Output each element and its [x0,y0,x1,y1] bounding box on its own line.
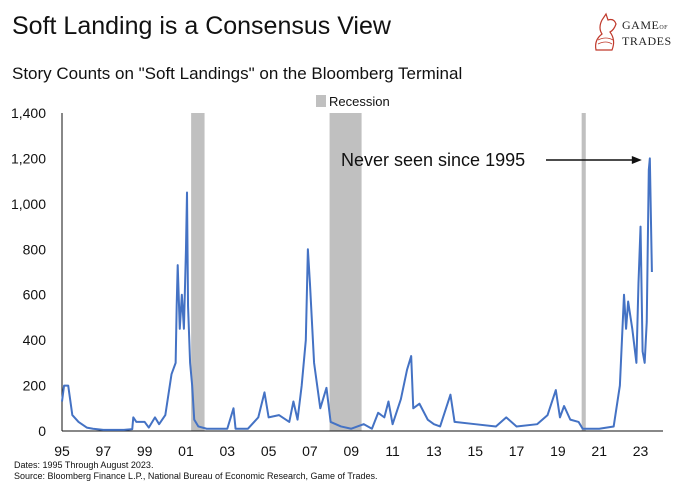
chart-subtitle: Story Counts on "Soft Landings" on the B… [12,64,463,83]
x-tick-label: 05 [261,443,277,459]
y-tick-label: 1,000 [11,196,46,212]
x-tick-label: 11 [385,443,400,459]
y-tick-label: 800 [23,241,47,257]
x-tick-label: 97 [96,443,112,459]
y-tick-label: 600 [23,287,47,303]
x-tick-label: 03 [220,443,236,459]
page-title: Soft Landing is a Consensus View [12,12,391,40]
dates-note: Dates: 1995 Through August 2023. [14,460,154,470]
x-tick-label: 15 [467,443,483,459]
y-tick-label: 200 [23,378,47,394]
knight-logo-icon [595,12,617,51]
x-tick-label: 07 [302,443,318,459]
x-tick-label: 13 [426,443,442,459]
chart-notes: Dates: 1995 Through August 2023. Source:… [14,460,378,482]
x-tick-label: 01 [178,443,194,459]
x-tick-label: 95 [54,443,70,459]
x-tick-label: 09 [343,443,359,459]
y-tick-label: 1,200 [11,150,46,166]
y-tick-label: 400 [23,332,47,348]
recession-band [191,113,205,431]
annotation-text: Never seen since 1995 [341,150,525,170]
recession-band [329,113,362,431]
legend-recession-label: Recession [329,94,390,109]
y-tick-label: 1,400 [11,105,46,121]
source-note: Source: Bloomberg Finance L.P., National… [14,471,378,481]
logo-text: GAMEOF TRADES [622,18,672,48]
x-tick-label: 21 [591,443,607,459]
x-tick-label: 99 [137,443,153,459]
x-tick-label: 19 [550,443,566,459]
x-tick-label: 23 [633,443,649,459]
recession-band [581,113,586,431]
y-tick-label: 0 [38,423,46,439]
x-tick-label: 17 [509,443,525,459]
legend-recession-swatch [316,95,326,107]
arrow-head-icon [631,156,642,164]
